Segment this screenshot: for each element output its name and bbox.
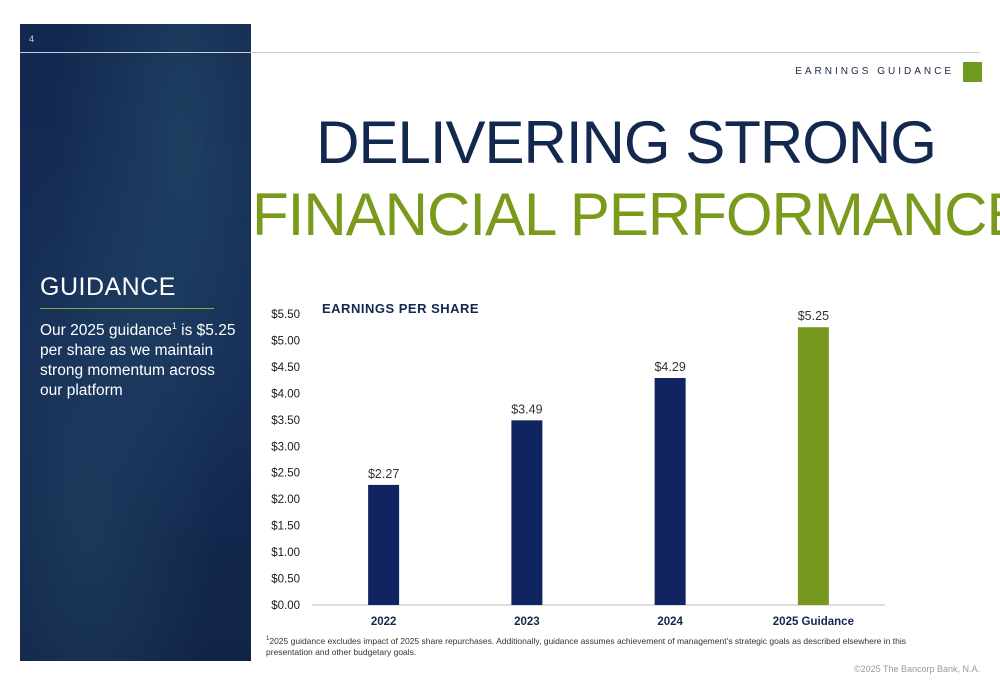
bar-value-label: $3.49 xyxy=(511,402,542,416)
y-tick-label: $3.00 xyxy=(271,441,300,453)
y-tick-label: $3.50 xyxy=(271,415,300,427)
copyright: ©2025 The Bancorp Bank, N.A. xyxy=(853,664,980,674)
bar xyxy=(368,484,400,605)
headline-line-1: DELIVERING STRONG xyxy=(316,109,937,176)
bar-value-label: $2.27 xyxy=(368,467,399,481)
x-tick-label: 2022 xyxy=(371,616,397,628)
chart-title: EARNINGS PER SHARE xyxy=(322,301,479,316)
headline-line-2: FINANCIAL PERFORMANCE xyxy=(252,181,1000,248)
section-label: EARNINGS GUIDANCE xyxy=(795,66,954,77)
x-tick-label: 2023 xyxy=(514,616,540,628)
y-tick-label: $1.00 xyxy=(271,547,300,559)
bar xyxy=(797,327,829,605)
guidance-footnote-marker: 1 xyxy=(171,321,177,331)
footnote-text: 2025 guidance excludes impact of 2025 sh… xyxy=(266,635,906,657)
y-tick-label: $4.00 xyxy=(271,388,300,400)
y-tick-label: $0.50 xyxy=(271,574,300,586)
bar-value-label: $5.25 xyxy=(798,309,829,323)
guidance-title: GUIDANCE xyxy=(40,273,176,301)
y-tick-label: $0.00 xyxy=(271,600,300,612)
bar xyxy=(654,378,686,605)
bars: $2.27 $3.49 $4.29 $5.25 xyxy=(368,309,829,605)
y-tick-label: $2.50 xyxy=(271,468,300,480)
left-panel: 4 GUIDANCE Our 2025 guidance1 is $5.25 p… xyxy=(20,24,251,661)
footnote-marker: 1 xyxy=(266,636,270,642)
y-tick-label: $4.50 xyxy=(271,362,300,374)
x-tick-label: 2025 Guidance xyxy=(773,616,854,628)
guidance-divider xyxy=(40,308,214,309)
y-tick-label: $5.00 xyxy=(271,335,300,347)
guidance-text-start: Our 2025 guidance xyxy=(40,322,172,340)
y-tick-label: $1.50 xyxy=(271,521,300,533)
bar-value-label: $4.29 xyxy=(654,360,685,374)
y-tick-label: $2.00 xyxy=(271,494,300,506)
x-tick-label: 2024 xyxy=(657,616,683,628)
footnote: 12025 guidance excludes impact of 2025 s… xyxy=(266,634,946,658)
bar xyxy=(511,420,543,605)
x-axis-labels: 2022 2023 2024 2025 Guidance xyxy=(371,616,854,628)
y-tick-label: $5.50 xyxy=(271,309,300,321)
header-divider xyxy=(20,52,980,53)
page-number: 4 xyxy=(29,34,35,44)
y-axis-ticks: $0.00 $0.50 $1.00 $1.50 $2.00 $2.50 $3.00 $3.50… xyxy=(271,309,300,612)
guidance-text: Our 2025 guidance1 is $5.25 per share as… xyxy=(40,316,240,401)
section-accent-square xyxy=(963,62,982,82)
guidance-text-end: is $5.25 per share as we maintain strong… xyxy=(40,322,236,400)
eps-bar-chart: EARNINGS PER SHARE $0.00$0.50$1.00$1.50$… xyxy=(271,301,885,628)
